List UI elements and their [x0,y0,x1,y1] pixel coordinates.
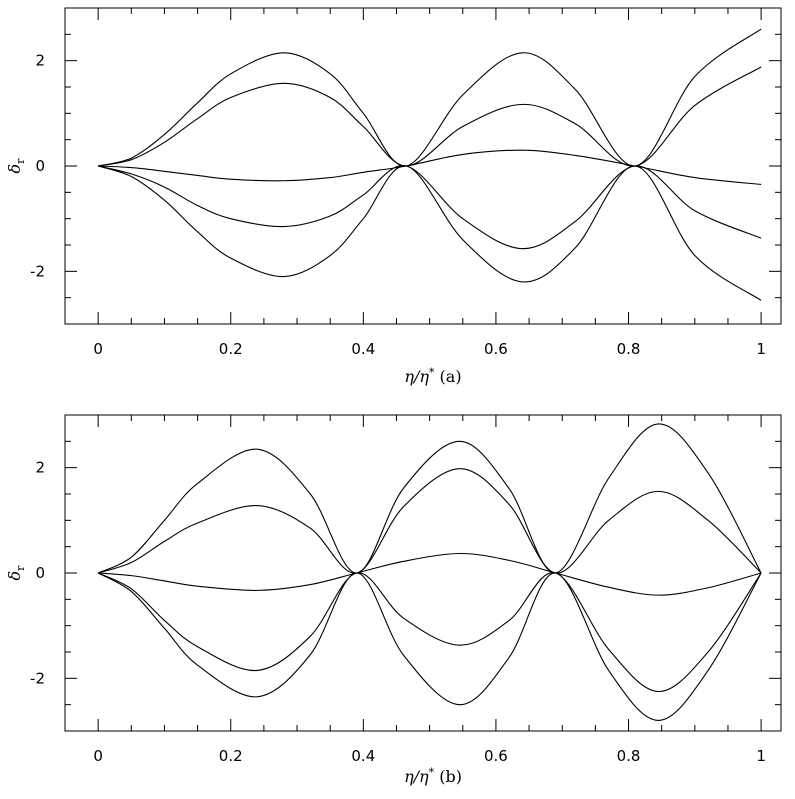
series-line-4 [98,165,762,250]
x-tick-label: 0.6 [484,747,508,765]
x-tick-label: 0.8 [617,747,641,765]
series-line-3 [98,149,762,185]
y-axis-label: δr [5,158,27,174]
x-axis-label: η/η* (a) [404,366,461,386]
series-line-1 [98,28,762,167]
plot-frame [64,414,782,732]
series-line-1 [97,423,762,574]
series-line-2 [97,468,762,574]
series-line-5 [97,572,762,722]
series-line-4 [97,572,762,693]
series-line-3 [98,552,762,596]
y-tick-label: 2 [35,52,45,70]
x-tick-label: 0.4 [351,747,375,765]
x-tick-label: 0.2 [219,747,243,765]
x-tick-label: 0 [93,747,103,765]
x-tick-label: 0.4 [351,340,375,358]
y-tick-label: 0 [35,564,45,582]
x-tick-label: 0 [93,340,103,358]
series-line-5 [97,165,762,301]
panel-a: 0 0.2 0.4 0.6 0.8 1 -2 0 2 η/η* (a) δr [5,7,782,386]
plot-frame [64,7,782,325]
panel-b: 0 0.2 0.4 0.6 0.8 1 -2 0 2 η/η* (b) δr [5,414,782,786]
x-tick-label: 0.8 [617,340,641,358]
x-tick-label: 1 [756,747,766,765]
x-tick-label: 0.6 [484,340,508,358]
x-tick-label: 0.2 [219,340,243,358]
y-tick-label: -2 [30,262,45,280]
y-tick-label: 0 [35,157,45,175]
y-axis-label: δr [5,565,27,581]
x-axis-label: η/η* (b) [404,766,462,786]
y-tick-label: 2 [35,459,45,477]
x-tick-label: 1 [756,340,766,358]
y-tick-label: -2 [30,669,45,687]
series-line-2 [98,66,762,167]
